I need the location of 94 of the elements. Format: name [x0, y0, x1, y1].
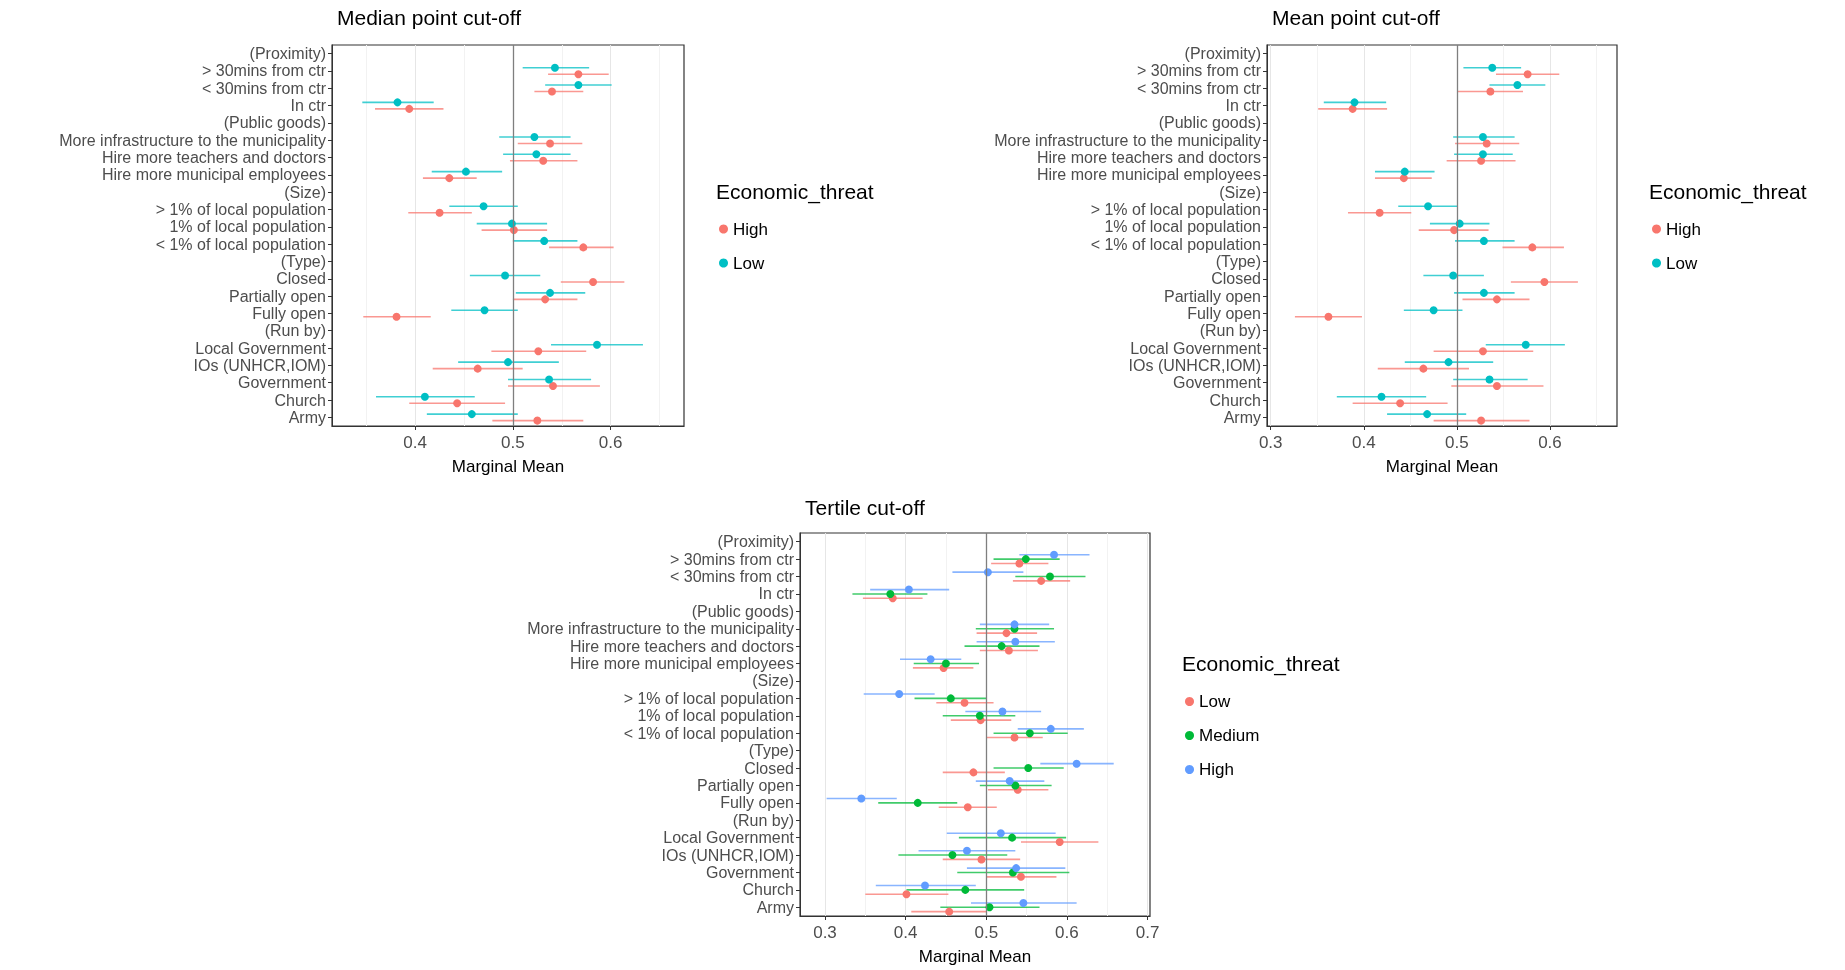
y-tick-label: < 30mins from ctr — [201, 79, 327, 97]
y-tick-label: > 30mins from ctr — [1136, 62, 1262, 80]
y-tick-label: 1% of local population — [169, 218, 326, 236]
y-tick-label: Church — [274, 391, 326, 409]
y-tick-label: (Run by) — [1199, 322, 1261, 340]
y-tick-label: Hire more teachers and doctors — [1036, 149, 1261, 167]
y-tick-label: Closed — [744, 759, 794, 777]
y-tick-label: (Proximity) — [1184, 45, 1261, 63]
y-tick-label: Government — [1172, 374, 1262, 392]
y-tick-label: > 1% of local population — [1090, 201, 1261, 219]
x-tick-label: 0.6 — [1055, 923, 1079, 942]
legend-label: High — [733, 219, 768, 239]
y-tick-label: In ctr — [290, 97, 327, 115]
legend-label: Low — [733, 253, 765, 273]
y-tick-label: More infrastructure to the municipality — [527, 620, 794, 638]
y-tick-label: > 30mins from ctr — [669, 550, 795, 568]
y-tick-label: Fully open — [252, 304, 326, 322]
y-tick-label: More infrastructure to the municipality — [994, 131, 1261, 149]
y-tick-label: (Public goods) — [691, 602, 794, 620]
y-tick-label: (Type) — [748, 742, 794, 760]
y-tick-label: Army — [1223, 408, 1261, 426]
legend-label: High — [1666, 219, 1701, 239]
y-tick-label: In ctr — [1225, 97, 1262, 115]
chart-title: Median point cut-off — [337, 6, 522, 29]
x-tick-label: 0.3 — [813, 923, 837, 942]
x-axis-title: Marginal Mean — [451, 457, 565, 476]
chart-title: Mean point cut-off — [1272, 6, 1440, 29]
y-tick-label: 1% of local population — [1104, 218, 1261, 236]
y-tick-label: (Run by) — [732, 811, 794, 829]
legend-title: Economic_threat — [1649, 179, 1807, 204]
legend-label: High — [1199, 760, 1234, 779]
y-tick-label: IOs (UNHCR,IOM) — [1128, 356, 1261, 374]
legend-label: Low — [1666, 253, 1698, 273]
y-tick-label: Hire more municipal employees — [569, 655, 794, 673]
y-tick-label: (Size) — [752, 672, 794, 690]
y-tick-label: Hire more teachers and doctors — [569, 637, 794, 655]
y-tick-label: > 1% of local population — [155, 201, 326, 219]
y-tick-label: More infrastructure to the municipality — [59, 131, 326, 149]
y-tick-label: > 30mins from ctr — [201, 62, 327, 80]
y-tick-label: Fully open — [720, 794, 794, 812]
y-tick-label: Hire more teachers and doctors — [101, 149, 326, 167]
y-tick-label: Partially open — [1164, 287, 1261, 305]
x-tick-label: 0.7 — [1135, 923, 1160, 942]
y-tick-label: Closed — [1211, 270, 1261, 288]
y-tick-label: IOs (UNHCR,IOM) — [193, 356, 326, 374]
legend-label: Medium — [1199, 726, 1260, 745]
y-tick-label: < 30mins from ctr — [669, 568, 795, 586]
legend-label: Low — [1199, 692, 1231, 711]
y-tick-label: < 1% of local population — [623, 724, 794, 742]
y-tick-label: > 1% of local population — [623, 689, 794, 707]
y-tick-label: Hire more municipal employees — [1036, 166, 1261, 184]
y-tick-label: Church — [742, 881, 794, 899]
x-tick-label: 0.6 — [1538, 433, 1562, 452]
y-tick-label: 1% of local population — [637, 707, 794, 725]
x-tick-label: 0.4 — [1351, 433, 1376, 452]
y-tick-label: (Type) — [1215, 252, 1261, 270]
x-tick-label: 0.5 — [1445, 433, 1469, 452]
y-tick-label: Government — [705, 863, 795, 881]
legend-title: Economic_threat — [716, 179, 874, 204]
legend-title: Economic_threat — [1182, 652, 1340, 676]
y-tick-label: Partially open — [229, 287, 326, 305]
x-tick-label: 0.3 — [1258, 433, 1283, 452]
y-tick-label: Local Government — [663, 829, 795, 847]
y-tick-label: < 30mins from ctr — [1136, 79, 1262, 97]
y-tick-label: (Size) — [284, 183, 326, 201]
y-tick-label: IOs (UNHCR,IOM) — [661, 846, 794, 864]
y-tick-label: Partially open — [697, 776, 794, 794]
x-axis-title: Marginal Mean — [1385, 457, 1499, 476]
x-tick-label: 0.6 — [598, 433, 623, 452]
y-tick-label: (Size) — [1219, 183, 1261, 201]
y-tick-label: < 1% of local population — [155, 235, 326, 253]
y-tick-label: (Proximity) — [717, 533, 794, 551]
x-tick-label: 0.5 — [501, 433, 525, 452]
y-tick-label: (Type) — [280, 252, 326, 270]
x-axis-title: Marginal Mean — [918, 947, 1032, 966]
y-tick-label: Hire more municipal employees — [101, 166, 326, 184]
y-tick-label: Church — [1209, 391, 1261, 409]
y-tick-label: Fully open — [1187, 304, 1261, 322]
x-tick-label: 0.4 — [893, 923, 918, 942]
y-tick-label: (Public goods) — [1158, 114, 1261, 132]
y-tick-label: (Public goods) — [223, 114, 326, 132]
chart-title: Tertile cut-off — [805, 496, 925, 519]
y-tick-label: (Run by) — [264, 322, 326, 340]
y-tick-label: Local Government — [1130, 339, 1262, 357]
x-tick-label: 0.4 — [403, 433, 427, 452]
y-tick-label: Army — [288, 408, 326, 426]
y-tick-label: < 1% of local population — [1090, 235, 1261, 253]
x-tick-label: 0.5 — [974, 923, 999, 942]
y-tick-label: Local Government — [195, 339, 327, 357]
y-tick-label: Army — [756, 898, 794, 916]
y-tick-label: Closed — [276, 270, 326, 288]
y-tick-label: In ctr — [758, 585, 795, 603]
y-tick-label: Government — [237, 374, 327, 392]
y-tick-label: (Proximity) — [249, 45, 326, 63]
